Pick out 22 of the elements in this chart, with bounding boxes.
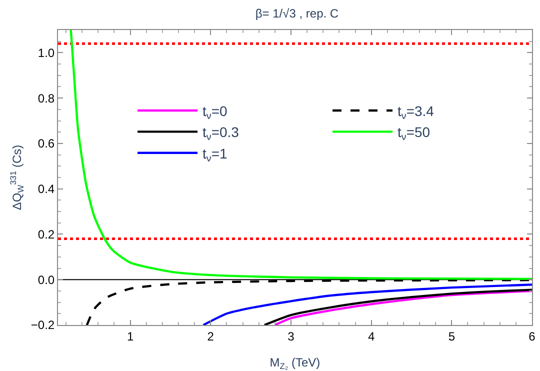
- legend-label: t$_{ν}$=0.3: [202, 124, 240, 144]
- legend-label: t$_{ν}$=50: [398, 124, 430, 144]
- legend-label: t$_{ν}$=1: [202, 145, 228, 164]
- x-tick-label: 4: [368, 329, 375, 344]
- legend-label: t$_{ν}$=0: [202, 102, 228, 122]
- x-tick-label: 2: [207, 329, 214, 344]
- line-series: [70, 30, 532, 280]
- x-tick-label: 6: [528, 329, 536, 344]
- x-tick-label: 3: [288, 329, 295, 344]
- y-tick-label: −0.2: [30, 318, 55, 332]
- x-tick-label: 5: [448, 329, 456, 344]
- y-tick-label: 0.4: [38, 182, 55, 196]
- x-tick-label: 1: [126, 329, 134, 344]
- legend-label: t$_{ν}$=3.4: [398, 102, 434, 122]
- line-series: [202, 284, 532, 325]
- y-tick-label: 0.2: [38, 227, 55, 242]
- y-tick-label: 0.8: [38, 91, 55, 106]
- y-tick-label: 0.6: [38, 136, 55, 151]
- x-axis-title: M$_{Z₂}$ (TeV): [270, 355, 320, 371]
- chart-title: β= 1/√3 , rep. C: [255, 6, 339, 21]
- y-tick-label: 1.0: [38, 46, 55, 60]
- y-tick-label: 0.0: [38, 272, 55, 287]
